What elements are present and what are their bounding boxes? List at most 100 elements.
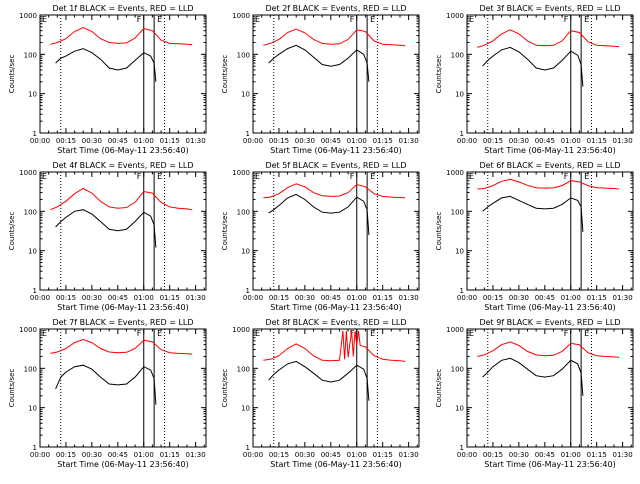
x-tick-label: 00:00 <box>30 451 50 459</box>
x-tick-label: 00:00 <box>457 451 477 459</box>
series-lld-line <box>263 330 406 362</box>
x-tick-label: 00:30 <box>509 294 529 302</box>
y-axis-label: Counts/sec <box>221 369 229 408</box>
x-tick-label: 00:30 <box>295 294 315 302</box>
panel-title: Det 1f BLACK = Events, RED = LLD <box>52 4 193 13</box>
y-tick-label: 10 <box>241 91 250 99</box>
series-events-line <box>268 193 370 236</box>
x-axis-label: Start Time (06-May-11 23:56:40) <box>484 303 615 312</box>
marker-label: E <box>584 329 589 338</box>
x-tick-label: 01:30 <box>399 137 419 145</box>
y-tick-label: 10 <box>455 91 464 99</box>
y-tick-label: 1000 <box>19 326 37 334</box>
series-events-line <box>55 364 157 405</box>
y-tick-label: 10 <box>28 248 37 256</box>
marker-label: E <box>42 15 47 24</box>
y-tick-label: 10 <box>241 405 250 413</box>
x-tick-label: 01:15 <box>587 137 607 145</box>
y-tick-label: 100 <box>237 365 250 373</box>
y-tick-label: 1000 <box>232 169 250 177</box>
marker-label: E <box>157 15 162 24</box>
x-tick-label: 01:00 <box>134 294 154 302</box>
x-tick-label: 00:00 <box>30 137 50 145</box>
marker-label: E <box>42 329 47 338</box>
x-axis-label: Start Time (06-May-11 23:56:40) <box>270 303 401 312</box>
panel-title: Det 5f BLACK = Events, RED = LLD <box>265 161 406 170</box>
y-tick-label: 1000 <box>446 326 464 334</box>
plot-frame <box>252 328 420 448</box>
y-tick-label: 1 <box>33 130 37 138</box>
x-tick-label: 00:30 <box>82 137 102 145</box>
y-tick-label: 1 <box>460 444 464 452</box>
x-tick-label: 00:30 <box>82 451 102 459</box>
x-tick-label: 00:15 <box>56 137 76 145</box>
y-tick-label: 1 <box>246 444 250 452</box>
plot-frame <box>39 171 207 291</box>
series-lld-line <box>50 187 193 211</box>
y-tick-label: 100 <box>24 365 37 373</box>
detector-panel-1: Det 1f BLACK = Events, RED = LLD Counts/s… <box>8 4 207 155</box>
y-tick-label: 100 <box>24 51 37 59</box>
y-tick-label: 1000 <box>446 169 464 177</box>
x-tick-label: 00:15 <box>269 137 289 145</box>
series-lld-line <box>477 178 620 190</box>
y-tick-label: 1 <box>33 287 37 295</box>
y-axis-label: Counts/sec <box>8 369 16 408</box>
series-events-line <box>482 357 584 396</box>
y-tick-label: 1000 <box>232 12 250 20</box>
detector-panel-4: Det 4f BLACK = Events, RED = LLD Counts/s… <box>8 161 207 312</box>
series-lld-line <box>263 183 406 199</box>
x-tick-label: 00:30 <box>82 294 102 302</box>
y-tick-label: 100 <box>237 208 250 216</box>
marker-label: E <box>370 172 375 181</box>
series-events-line <box>482 46 584 87</box>
y-axis-label: Counts/sec <box>221 55 229 94</box>
x-tick-label: 01:15 <box>373 137 393 145</box>
x-tick-label: 01:15 <box>373 294 393 302</box>
series-lld-line <box>263 28 406 47</box>
plot-frame <box>39 14 207 134</box>
x-axis-label: Start Time (06-May-11 23:56:40) <box>484 460 615 469</box>
x-axis-label: Start Time (06-May-11 23:56:40) <box>270 146 401 155</box>
marker-label: F <box>350 172 355 181</box>
marker-label: E <box>255 15 260 24</box>
x-tick-label: 01:15 <box>160 294 180 302</box>
marker-label: F <box>564 172 569 181</box>
x-tick-label: 01:15 <box>587 451 607 459</box>
x-tick-label: 01:30 <box>186 451 206 459</box>
y-tick-label: 1000 <box>446 12 464 20</box>
x-tick-label: 00:15 <box>56 451 76 459</box>
x-tick-label: 00:30 <box>295 137 315 145</box>
x-axis-label: Start Time (06-May-11 23:56:40) <box>270 460 401 469</box>
marker-label: E <box>157 172 162 181</box>
marker-label: E <box>584 15 589 24</box>
y-tick-label: 100 <box>451 208 464 216</box>
marker-label: E <box>157 329 162 338</box>
series-lld-line <box>50 338 193 355</box>
x-tick-label: 01:00 <box>347 451 367 459</box>
plot-frame <box>252 171 420 291</box>
detector-panel-6: Det 6f BLACK = Events, RED = LLD Counts/s… <box>435 161 634 312</box>
x-tick-label: 01:30 <box>186 294 206 302</box>
series-events-line <box>268 360 370 401</box>
x-tick-label: 01:30 <box>399 451 419 459</box>
marker-label: E <box>370 15 375 24</box>
x-axis-label: Start Time (06-May-11 23:56:40) <box>57 146 188 155</box>
x-tick-label: 00:45 <box>108 294 128 302</box>
y-axis-label: Counts/sec <box>8 212 16 251</box>
plot-frame <box>466 14 634 134</box>
x-tick-label: 01:30 <box>613 294 633 302</box>
y-tick-label: 10 <box>28 405 37 413</box>
series-events-line <box>482 195 584 232</box>
detector-panel-2: Det 2f BLACK = Events, RED = LLD Counts/s… <box>221 4 420 155</box>
x-tick-label: 01:00 <box>561 137 581 145</box>
x-tick-label: 01:15 <box>160 137 180 145</box>
series-events-line <box>55 209 157 248</box>
x-tick-label: 00:00 <box>243 294 263 302</box>
detector-panel-5: Det 5f BLACK = Events, RED = LLD Counts/s… <box>221 161 420 312</box>
detector-panel-3: Det 3f BLACK = Events, RED = LLD Counts/s… <box>435 4 634 155</box>
series-lld-line <box>477 341 620 358</box>
x-tick-label: 00:15 <box>483 294 503 302</box>
y-tick-label: 1000 <box>19 169 37 177</box>
x-tick-label: 00:45 <box>535 137 555 145</box>
